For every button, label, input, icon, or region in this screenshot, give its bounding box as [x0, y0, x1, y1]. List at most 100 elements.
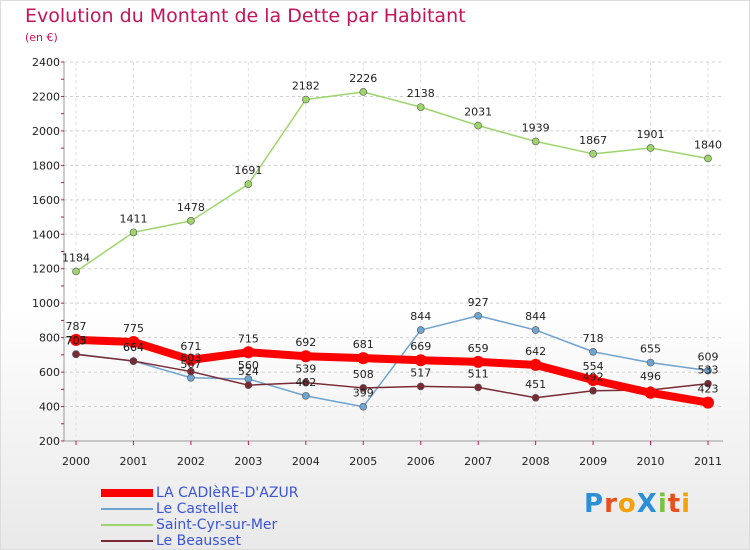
- data-point: [359, 402, 368, 411]
- data-label: 655: [640, 343, 661, 356]
- data-label: 423: [698, 383, 719, 396]
- y-tick-label: 2000: [32, 125, 60, 138]
- data-point: [184, 353, 197, 366]
- data-label: 533: [698, 364, 719, 377]
- data-point: [72, 350, 80, 359]
- y-tick-label: 1800: [32, 159, 60, 172]
- legend-swatch: [101, 489, 153, 497]
- data-label: 1411: [119, 212, 147, 225]
- data-label: 492: [583, 371, 604, 384]
- data-label: 705: [66, 334, 87, 347]
- data-label: 1840: [694, 138, 722, 151]
- data-point: [702, 396, 714, 409]
- data-point: [359, 384, 368, 392]
- legend-label: Le Beausset: [156, 533, 241, 549]
- data-label: 1478: [177, 201, 205, 214]
- data-label: 511: [468, 367, 489, 380]
- data-label: 462: [295, 376, 316, 389]
- data-label: 664: [123, 341, 144, 354]
- data-point: [414, 354, 427, 367]
- data-point: [187, 367, 195, 376]
- logo-letter: P: [584, 489, 605, 519]
- data-label: 844: [410, 310, 431, 323]
- series-line-1: [75, 315, 709, 408]
- y-tick-label: 200: [39, 435, 60, 448]
- chart-subtitle: (en €): [25, 31, 58, 44]
- data-label: 517: [410, 366, 431, 379]
- x-tick-label: 2006: [407, 455, 435, 468]
- data-point: [302, 392, 310, 400]
- data-label: 692: [295, 336, 316, 349]
- data-point: [359, 88, 368, 96]
- legend-swatch: [101, 524, 153, 526]
- data-label: 451: [525, 378, 546, 391]
- chart-title: Evolution du Montant de la Dette par Hab…: [25, 5, 466, 27]
- data-point: [72, 267, 80, 276]
- data-label: 664: [123, 341, 144, 354]
- data-point: [127, 335, 140, 348]
- logo-letter: i: [681, 489, 692, 519]
- x-tick-label: 2011: [694, 455, 722, 468]
- x-tick-label: 2000: [62, 455, 90, 468]
- data-point: [644, 386, 657, 399]
- data-point: [646, 144, 655, 152]
- data-label: 2138: [407, 87, 435, 100]
- series-line-0: [75, 335, 709, 407]
- data-point: [474, 121, 482, 130]
- data-point: [416, 326, 425, 334]
- data-point: [529, 358, 542, 371]
- data-label: 671: [180, 340, 201, 353]
- data-point: [416, 103, 425, 111]
- x-tick-label: 2003: [234, 455, 262, 468]
- data-label: 787: [66, 320, 87, 333]
- data-label: 1184: [62, 251, 90, 264]
- x-tick-label: 2010: [637, 455, 665, 468]
- x-tick-label: 2005: [349, 455, 377, 468]
- data-point: [704, 379, 712, 388]
- data-label: 560: [238, 359, 259, 372]
- data-point: [704, 154, 712, 163]
- data-point: [242, 346, 255, 359]
- series-line-3: [75, 353, 709, 399]
- y-tick-label: 400: [39, 401, 60, 414]
- data-point: [589, 347, 597, 356]
- data-point: [589, 386, 597, 395]
- legend-label: Saint-Cyr-sur-Mer: [156, 517, 278, 533]
- y-tick-label: 1400: [32, 228, 60, 241]
- logo-letter: o: [617, 489, 637, 519]
- data-label: 496: [640, 370, 661, 383]
- data-point: [302, 378, 310, 387]
- y-tick-label: 1000: [32, 297, 60, 310]
- x-tick-label: 2002: [177, 455, 205, 468]
- data-label: 844: [525, 310, 546, 323]
- logo-letter: i: [657, 489, 668, 519]
- logo-letter: t: [667, 489, 682, 519]
- data-point: [589, 150, 597, 158]
- data-label: 1691: [234, 164, 262, 177]
- x-tick-label: 2004: [292, 455, 320, 468]
- data-label: 1901: [637, 128, 665, 141]
- data-label: 659: [468, 342, 489, 355]
- data-point: [244, 180, 253, 188]
- x-tick-label: 2001: [119, 455, 147, 468]
- data-label: 681: [353, 338, 374, 351]
- data-label: 642: [525, 345, 546, 358]
- proxiti-logo: ProXiti: [584, 489, 691, 519]
- data-label: 2182: [292, 80, 320, 93]
- data-label: 609: [698, 351, 719, 364]
- data-label: 1939: [522, 121, 550, 134]
- logo-letter: r: [604, 489, 618, 519]
- legend-label: LA CADIèRE-D'AZUR: [156, 485, 299, 501]
- data-label: 715: [238, 332, 259, 345]
- series-line-2: [75, 91, 709, 273]
- data-point: [129, 357, 138, 365]
- y-tick-label: 2400: [32, 56, 60, 69]
- data-label: 775: [123, 322, 144, 335]
- y-tick-label: 1600: [32, 194, 60, 207]
- data-point: [472, 355, 485, 368]
- data-point: [704, 366, 712, 375]
- data-point: [531, 326, 540, 334]
- x-tick-label: 2009: [579, 455, 607, 468]
